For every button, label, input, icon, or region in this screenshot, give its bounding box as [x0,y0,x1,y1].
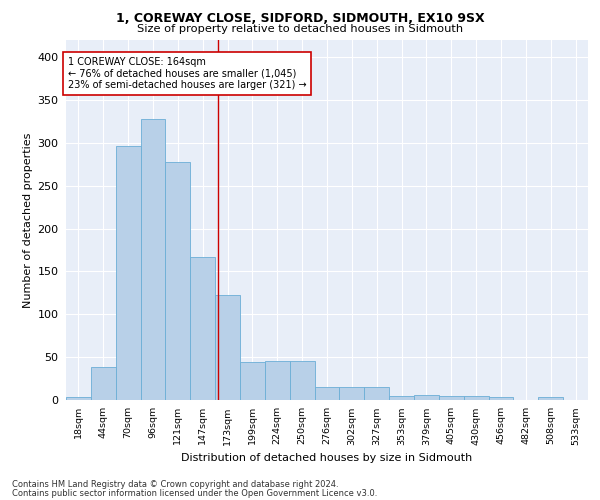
Text: 1 COREWAY CLOSE: 164sqm
← 76% of detached houses are smaller (1,045)
23% of semi: 1 COREWAY CLOSE: 164sqm ← 76% of detache… [68,57,307,90]
Bar [240,362,265,400]
Bar [140,119,166,400]
Bar [464,396,488,400]
Bar [290,360,314,400]
Bar [265,360,290,400]
Bar [389,396,414,400]
Bar [190,257,215,400]
Bar [488,398,514,400]
Bar [166,162,190,400]
Text: Contains HM Land Registry data © Crown copyright and database right 2024.: Contains HM Land Registry data © Crown c… [12,480,338,489]
Bar [340,387,364,400]
Bar [314,387,340,400]
Bar [91,368,116,400]
Bar [215,296,240,400]
Bar [116,146,140,400]
Bar [66,396,91,400]
Y-axis label: Number of detached properties: Number of detached properties [23,132,33,308]
X-axis label: Distribution of detached houses by size in Sidmouth: Distribution of detached houses by size … [181,453,473,463]
Bar [414,395,439,400]
Bar [538,398,563,400]
Text: Contains public sector information licensed under the Open Government Licence v3: Contains public sector information licen… [12,488,377,498]
Bar [364,387,389,400]
Text: Size of property relative to detached houses in Sidmouth: Size of property relative to detached ho… [137,24,463,34]
Bar [439,396,464,400]
Text: 1, COREWAY CLOSE, SIDFORD, SIDMOUTH, EX10 9SX: 1, COREWAY CLOSE, SIDFORD, SIDMOUTH, EX1… [116,12,484,26]
